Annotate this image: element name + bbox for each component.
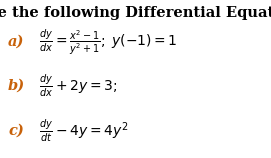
Text: c): c) [8, 123, 24, 137]
Text: $\frac{dy}{dx} + 2y = 3;$: $\frac{dy}{dx} + 2y = 3;$ [39, 73, 118, 99]
Text: Solve the following Differential Equations: Solve the following Differential Equatio… [0, 6, 271, 20]
Text: $\frac{dy}{dx} = \frac{x^2-1}{y^2+1};\; y(-1) = 1$: $\frac{dy}{dx} = \frac{x^2-1}{y^2+1};\; … [39, 27, 178, 57]
Text: $\frac{dy}{dt} - 4y = 4y^2$: $\frac{dy}{dt} - 4y = 4y^2$ [39, 117, 129, 144]
Text: a): a) [8, 35, 24, 49]
Text: b): b) [8, 79, 25, 93]
